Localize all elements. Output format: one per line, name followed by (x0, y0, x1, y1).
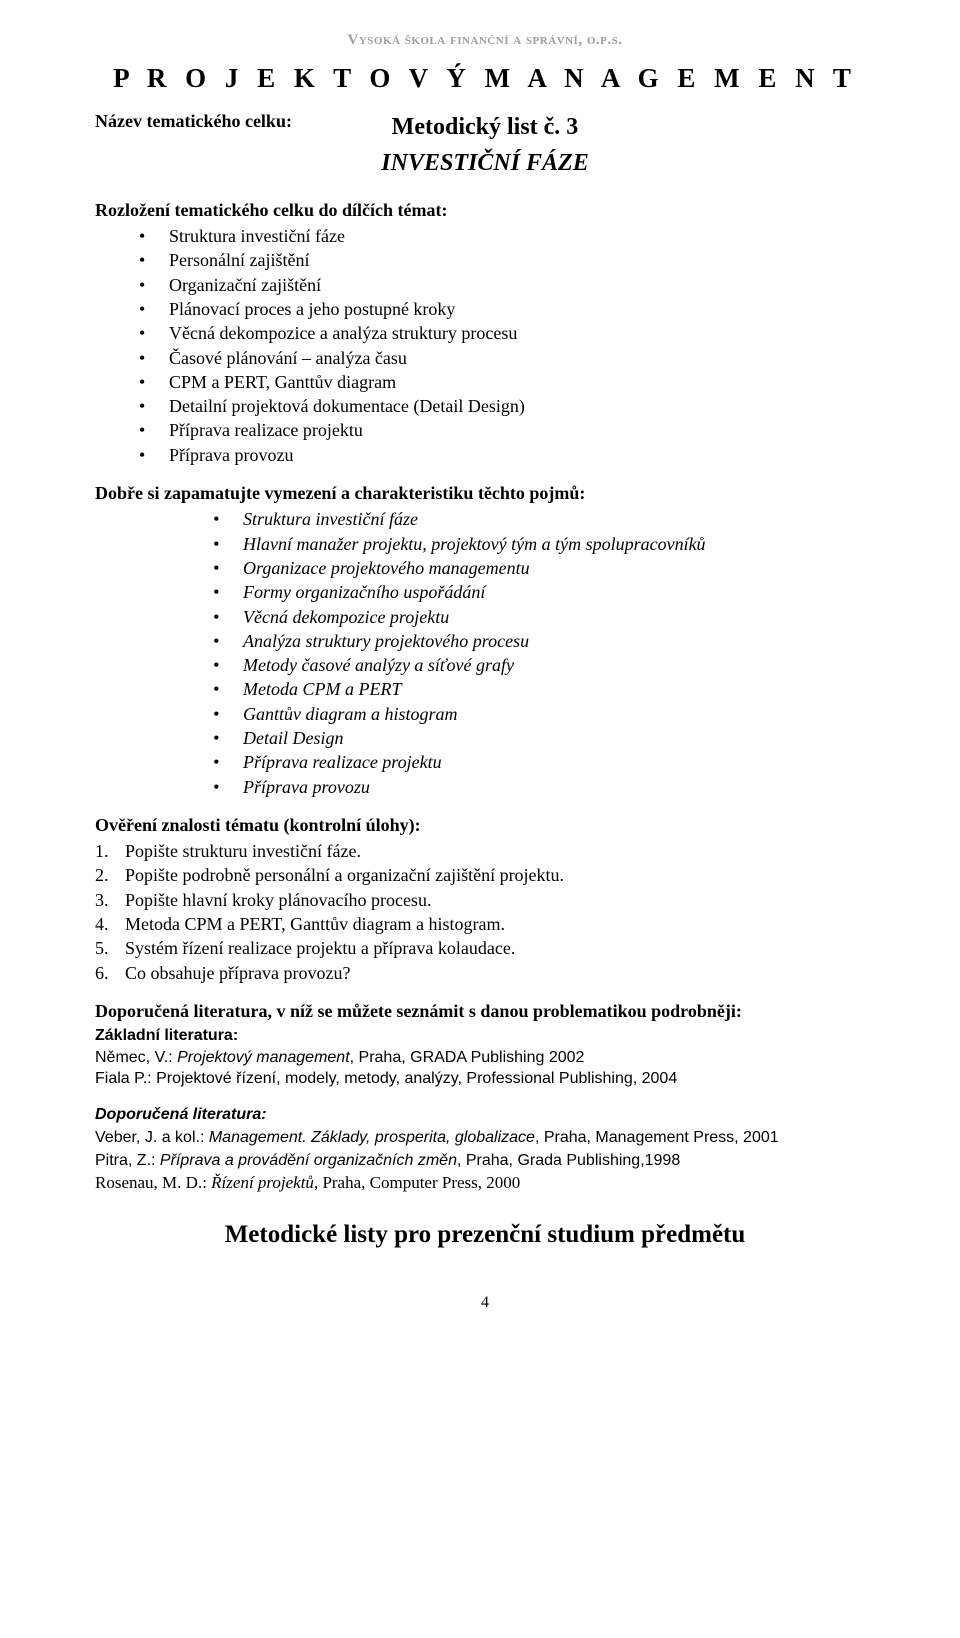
list-item: Ganttův diagram a histogram (213, 702, 875, 726)
list-item: Analýza struktury projektového procesu (213, 629, 875, 653)
list-item: Systém řízení realizace projektu a přípr… (95, 936, 875, 960)
lit-line: Rosenau, M. D.: Řízení projektů, Praha, … (95, 1172, 875, 1195)
list-item: Co obsahuje příprava provozu? (95, 961, 875, 985)
list-item: Věcná dekompozice projektu (213, 605, 875, 629)
lit-title: Příprava a provádění organizačních změn (160, 1152, 457, 1169)
lit-text: Veber, J. a kol.: (95, 1129, 209, 1146)
list-item: Detailní projektová dokumentace (Detail … (139, 394, 875, 418)
sec3-heading: Ověření znalosti tématu (kontrolní úlohy… (95, 813, 875, 837)
lit-title: Projektový management (177, 1049, 350, 1066)
lit-text: Pitra, Z.: (95, 1152, 160, 1169)
sec1-list: Struktura investiční fáze Personální zaj… (95, 224, 875, 467)
lit-text: , Praha, GRADA Publishing 2002 (350, 1049, 585, 1066)
list-item: Formy organizačního uspořádání (213, 580, 875, 604)
list-item: Příprava provozu (213, 775, 875, 799)
lit-text: , Praha, Computer Press, 2000 (314, 1173, 520, 1192)
list-item: Hlavní manažer projektu, projektový tým … (213, 532, 875, 556)
lit-reco-label: Doporučená literatura: (95, 1104, 875, 1126)
list-item: Metoda CPM a PERT, Ganttův diagram a his… (95, 912, 875, 936)
list-item: Plánovací proces a jeho postupné kroky (139, 297, 875, 321)
list-item: Věcná dekompozice a analýza struktury pr… (139, 321, 875, 345)
footer-title: Metodické listy pro prezenční studium př… (95, 1218, 875, 1252)
page-number: 4 (95, 1292, 875, 1314)
list-item: Organizace projektového managementu (213, 556, 875, 580)
list-item: CPM a PERT, Ganttův diagram (139, 370, 875, 394)
sec1-heading: Rozložení tematického celku do dílčích t… (95, 198, 875, 222)
lit-line: Veber, J. a kol.: Management. Základy, p… (95, 1126, 875, 1149)
lit-line: Pitra, Z.: Příprava a provádění organiza… (95, 1149, 875, 1172)
lit-title: Řízení projektů (211, 1173, 314, 1192)
list-item: Popište podrobně personální a organizačn… (95, 863, 875, 887)
sec2-heading: Dobře si zapamatujte vymezení a charakte… (95, 481, 875, 505)
main-title: P R O J E K T O V Ý M A N A G E M E N T (95, 60, 875, 96)
list-item: Příprava provozu (139, 443, 875, 467)
sec3-list: Popište strukturu investiční fáze. Popiš… (95, 839, 875, 985)
lit-text: , Praha, Management Press, 2001 (535, 1129, 779, 1146)
list-item: Personální zajištění (139, 248, 875, 272)
list-item: Metoda CPM a PERT (213, 677, 875, 701)
lit-line: Fiala P.: Projektové řízení, modely, met… (95, 1068, 875, 1090)
list-item: Struktura investiční fáze (139, 224, 875, 248)
lit-line: Němec, V.: Projektový management, Praha,… (95, 1047, 875, 1069)
sec4-heading: Doporučená literatura, v níž se můžete s… (95, 999, 875, 1023)
institution-header: Vysoká škola finanční a správní, o.p.s. (95, 30, 875, 50)
lit-text: Rosenau, M. D.: (95, 1173, 211, 1192)
list-item: Příprava realizace projektu (139, 418, 875, 442)
list-item: Příprava realizace projektu (213, 750, 875, 774)
list-item: Časové plánování – analýza času (139, 346, 875, 370)
list-item: Metody časové analýzy a síťové grafy (213, 653, 875, 677)
list-item: Struktura investiční fáze (213, 507, 875, 531)
lit-base-label: Základní literatura: (95, 1025, 875, 1047)
list-item: Popište strukturu investiční fáze. (95, 839, 875, 863)
list-item: Organizační zajištění (139, 273, 875, 297)
invest-title: INVESTIČNÍ FÁZE (95, 147, 875, 179)
lit-text: Fiala P.: Projektové řízení, modely, met… (95, 1070, 677, 1087)
lit-text: , Praha, Grada Publishing,1998 (457, 1152, 680, 1169)
lit-text: Němec, V.: (95, 1049, 177, 1066)
list-item: Detail Design (213, 726, 875, 750)
list-item: Popište hlavní kroky plánovacího procesu… (95, 888, 875, 912)
sec2-list: Struktura investiční fáze Hlavní manažer… (95, 507, 875, 799)
lit-title: Management. Základy, prosperita, globali… (209, 1129, 535, 1146)
